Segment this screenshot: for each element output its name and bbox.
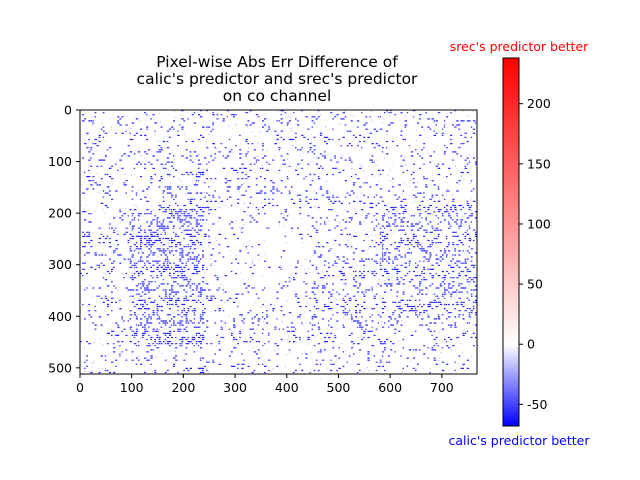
heatmap-frame — [79, 109, 478, 375]
chart-title-line-2: calic's predictor and srec's predictor — [137, 70, 419, 88]
x-tick-label: 200 — [171, 380, 195, 395]
chart-title-line-3: on co channel — [223, 87, 332, 105]
x-tick-label: 0 — [76, 380, 84, 395]
y-tick-label: 500 — [48, 360, 72, 375]
x-tick-label: 700 — [430, 380, 454, 395]
y-tick-label: 300 — [48, 257, 72, 272]
x-tick-label: 500 — [327, 380, 351, 395]
colorbar-tick-label: -50 — [527, 397, 547, 412]
x-tick-label: 100 — [120, 380, 144, 395]
colorbar-tick-label: 150 — [527, 156, 551, 171]
colorbar-tick-label: 200 — [527, 96, 551, 111]
colorbar-tick-label: 100 — [527, 216, 551, 231]
x-tick-label: 300 — [223, 380, 247, 395]
colorbar-top-label: srec's predictor better — [450, 39, 589, 54]
y-axis: 0 100 200 300 400 500 — [48, 103, 80, 375]
y-tick-label: 0 — [64, 103, 72, 118]
y-tick-label: 200 — [48, 206, 72, 221]
x-tick-label: 600 — [378, 380, 402, 395]
colorbar-tick-label: 50 — [527, 277, 543, 292]
colorbar-bottom-label: calic's predictor better — [449, 433, 591, 448]
colorbar-tick-label: 0 — [527, 337, 535, 352]
colorbar-ticks: -50 0 50 100 150 200 — [519, 96, 551, 412]
y-tick-label: 100 — [48, 154, 72, 169]
x-axis: 0 100 200 300 400 500 600 700 — [76, 374, 454, 395]
colorbar-gradient — [502, 57, 520, 427]
chart-title-line-1: Pixel-wise Abs Err Difference of — [156, 53, 398, 71]
x-tick-label: 400 — [275, 380, 299, 395]
heatmap-image — [79, 109, 478, 375]
y-tick-label: 400 — [48, 309, 72, 324]
